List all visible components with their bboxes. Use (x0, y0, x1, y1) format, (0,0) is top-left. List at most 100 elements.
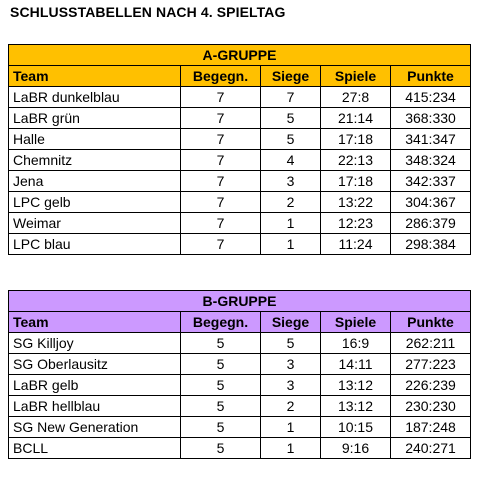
spiele-cell: 9:16 (320, 437, 391, 459)
begegnungen-cell: 7 (180, 191, 261, 213)
team-name-cell: Chemnitz (8, 149, 181, 171)
begegnungen-cell: 7 (180, 170, 261, 192)
team-name-cell: SG New Generation (8, 416, 181, 438)
siege-cell: 1 (260, 212, 321, 234)
punkte-cell: 348:324 (389, 149, 472, 171)
group-a-table: A-GRUPPE Team Begegn. Siege Spiele Punkt… (7, 44, 472, 255)
table-row: Jena 7 3 17:18 342:337 (8, 170, 472, 192)
team-name-cell: SG Oberlausitz (8, 353, 181, 375)
table-row: SG Oberlausitz 5 3 14:11 277:223 (8, 353, 472, 375)
column-header-punkte: Punkte (389, 311, 472, 333)
column-header-team: Team (8, 311, 181, 333)
column-header-punkte: Punkte (389, 65, 472, 87)
spiele-cell: 11:24 (320, 233, 391, 255)
punkte-cell: 240:271 (389, 437, 472, 459)
team-name-cell: LaBR hellblau (8, 395, 181, 417)
siege-cell: 1 (260, 416, 321, 438)
table-row: LPC gelb 7 2 13:22 304:367 (8, 191, 472, 213)
group-b-rows: SG Killjoy 5 5 16:9 262:211 SG Oberlausitz 5 3 1… (8, 332, 472, 459)
group-a-rows: LaBR dunkelblau 7 7 27:8 415:234 LaBR grün 7 5 2… (8, 86, 472, 255)
table-row: SG New Generation 5 1 10:15 187:248 (8, 416, 472, 438)
page-title: SCHLUSSTABELLEN NACH 4. SPIELTAG (10, 4, 286, 20)
spiele-cell: 17:18 (320, 170, 391, 192)
column-header-begegn: Begegn. (180, 311, 261, 333)
punkte-cell: 304:367 (389, 191, 472, 213)
team-name-cell: LPC gelb (8, 191, 181, 213)
begegnungen-cell: 7 (180, 149, 261, 171)
team-name-cell: BCLL (8, 437, 181, 459)
group-b-title: B-GRUPPE (7, 290, 472, 312)
punkte-cell: 230:230 (389, 395, 472, 417)
siege-cell: 2 (260, 191, 321, 213)
column-header-siege: Siege (260, 65, 321, 87)
siege-cell: 1 (260, 233, 321, 255)
group-b-column-headers: Team Begegn. Siege Spiele Punkte (8, 311, 472, 333)
team-name-cell: LaBR grün (8, 107, 181, 129)
begegnungen-cell: 5 (180, 353, 261, 375)
begegnungen-cell: 5 (180, 395, 261, 417)
begegnungen-cell: 7 (180, 233, 261, 255)
table-row: LaBR hellblau 5 2 13:12 230:230 (8, 395, 472, 417)
table-row: SG Killjoy 5 5 16:9 262:211 (8, 332, 472, 354)
punkte-cell: 226:239 (389, 374, 472, 396)
begegnungen-cell: 7 (180, 128, 261, 150)
begegnungen-cell: 5 (180, 437, 261, 459)
punkte-cell: 286:379 (389, 212, 472, 234)
table-row: LaBR dunkelblau 7 7 27:8 415:234 (8, 86, 472, 108)
group-a-column-headers: Team Begegn. Siege Spiele Punkte (8, 65, 472, 87)
begegnungen-cell: 5 (180, 332, 261, 354)
table-row: Weimar 7 1 12:23 286:379 (8, 212, 472, 234)
table-row: BCLL 5 1 9:16 240:271 (8, 437, 472, 459)
punkte-cell: 415:234 (389, 86, 472, 108)
begegnungen-cell: 5 (180, 416, 261, 438)
siege-cell: 7 (260, 86, 321, 108)
spiele-cell: 22:13 (320, 149, 391, 171)
siege-cell: 4 (260, 149, 321, 171)
group-b-table: B-GRUPPE Team Begegn. Siege Spiele Punkt… (7, 290, 472, 459)
group-a-title: A-GRUPPE (7, 44, 472, 66)
table-row: LPC blau 7 1 11:24 298:384 (8, 233, 472, 255)
spiele-cell: 16:9 (320, 332, 391, 354)
begegnungen-cell: 5 (180, 374, 261, 396)
begegnungen-cell: 7 (180, 107, 261, 129)
siege-cell: 1 (260, 437, 321, 459)
table-row: LaBR gelb 5 3 13:12 226:239 (8, 374, 472, 396)
siege-cell: 5 (260, 107, 321, 129)
punkte-cell: 187:248 (389, 416, 472, 438)
spiele-cell: 27:8 (320, 86, 391, 108)
begegnungen-cell: 7 (180, 212, 261, 234)
spiele-cell: 12:23 (320, 212, 391, 234)
spiele-cell: 10:15 (320, 416, 391, 438)
team-name-cell: Weimar (8, 212, 181, 234)
punkte-cell: 277:223 (389, 353, 472, 375)
table-row: Chemnitz 7 4 22:13 348:324 (8, 149, 472, 171)
siege-cell: 3 (260, 353, 321, 375)
siege-cell: 5 (260, 332, 321, 354)
table-row: LaBR grün 7 5 21:14 368:330 (8, 107, 472, 129)
siege-cell: 2 (260, 395, 321, 417)
punkte-cell: 368:330 (389, 107, 472, 129)
spiele-cell: 14:11 (320, 353, 391, 375)
group-a-title-row: A-GRUPPE (7, 44, 472, 66)
team-name-cell: Jena (8, 170, 181, 192)
team-name-cell: LPC blau (8, 233, 181, 255)
spiele-cell: 17:18 (320, 128, 391, 150)
column-header-spiele: Spiele (320, 65, 391, 87)
team-name-cell: SG Killjoy (8, 332, 181, 354)
column-header-team: Team (8, 65, 181, 87)
spiele-cell: 13:22 (320, 191, 391, 213)
punkte-cell: 342:337 (389, 170, 472, 192)
siege-cell: 3 (260, 374, 321, 396)
column-header-begegn: Begegn. (180, 65, 261, 87)
table-row: Halle 7 5 17:18 341:347 (8, 128, 472, 150)
group-b-title-row: B-GRUPPE (7, 290, 472, 312)
siege-cell: 3 (260, 170, 321, 192)
team-name-cell: LaBR gelb (8, 374, 181, 396)
siege-cell: 5 (260, 128, 321, 150)
team-name-cell: LaBR dunkelblau (8, 86, 181, 108)
begegnungen-cell: 7 (180, 86, 261, 108)
spiele-cell: 13:12 (320, 374, 391, 396)
punkte-cell: 298:384 (389, 233, 472, 255)
spiele-cell: 13:12 (320, 395, 391, 417)
punkte-cell: 341:347 (389, 128, 472, 150)
